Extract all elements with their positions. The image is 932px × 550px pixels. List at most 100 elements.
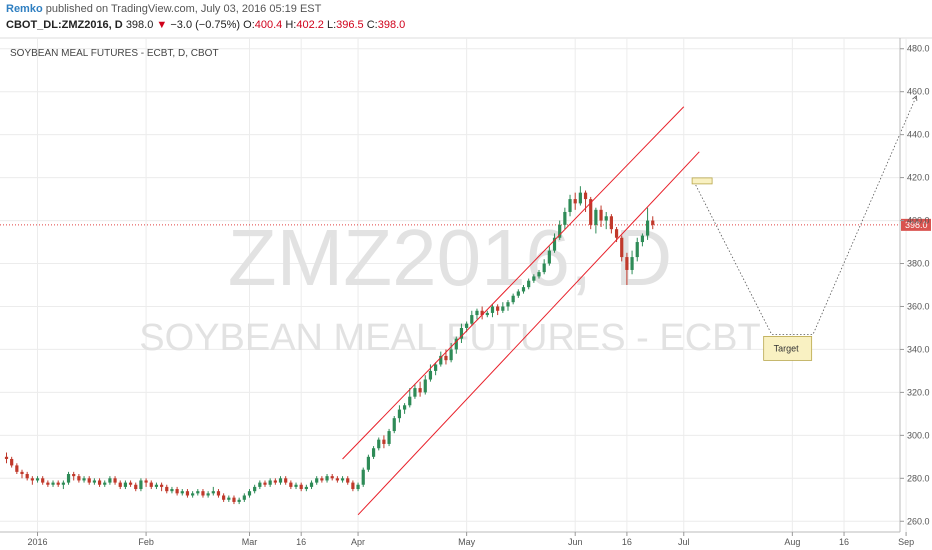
candle-body [568,199,572,212]
published-text: published on TradingView.com, July 03, 2… [45,3,322,15]
y-tick-label: 300.0 [907,430,930,440]
candle-body [201,491,205,496]
candle-body [77,476,81,481]
candle-body [253,486,257,492]
last-price: 398.0 [125,19,154,31]
author-link[interactable]: Remko [6,3,43,15]
candle-body [289,482,293,487]
candle-body [387,431,391,444]
candle-body [294,484,298,487]
candle-body [309,482,314,487]
candle-body [516,291,520,296]
chart-header: Remko published on TradingView.com, July… [0,0,932,36]
candle-body [237,499,241,502]
candle-body [454,338,458,350]
candle-body [185,491,190,496]
candle-body [304,486,308,490]
y-tick-label: 380.0 [907,259,930,269]
channel-lower-line [357,151,700,516]
candle-body [599,209,603,221]
candle-body [480,310,484,316]
candle-body [371,448,376,457]
projection-path [693,95,917,335]
candle-body [139,480,143,490]
candle-body [356,484,360,490]
candle-body [10,458,14,466]
price-axis[interactable]: 260.0 280.0 300.0 320.0 340.0 360.0 380.0 400.0… [899,38,930,532]
candle-body [118,482,122,487]
candle-body [211,491,215,494]
candle-body [604,216,608,221]
candle-body [645,220,650,236]
candle-body [397,409,402,419]
low-value: 396.5 [336,19,364,31]
price-change: −3.0 (−0.75%) [170,19,241,31]
candle-body [465,323,469,328]
open-label: O: [243,19,255,31]
candle-body [242,495,246,500]
candle-body [103,482,107,485]
target-label: Target [774,343,800,353]
candle-body [459,327,464,339]
candle-body [206,493,210,496]
candle-body [413,388,417,397]
x-tick-label: 16 [296,537,306,547]
x-tick-label: Jul [678,537,690,547]
candle-body [325,476,329,481]
x-tick-label: May [458,537,476,547]
candle-body [25,474,29,479]
candle-body [382,439,386,444]
candle-body [506,302,510,307]
y-tick-label: 280.0 [907,473,930,483]
candle-body [113,478,117,483]
y-tick-label: 260.0 [907,516,930,526]
candle-body [299,484,303,490]
x-tick-label: 16 [622,537,632,547]
candle-body [552,237,557,251]
candle-body [434,364,438,371]
candle-body [558,224,562,238]
drawings: Target [342,95,918,516]
candle-body [408,396,412,406]
candle-body [402,405,407,410]
symbol-label[interactable]: CBOT_DL:ZMZ2016, D [6,19,123,31]
channel-upper-line [342,106,685,460]
candle-body [227,497,231,500]
time-axis[interactable]: 2016 Feb Mar 16 Apr May Jun 16 Jul Aug 16 Sep [0,531,914,547]
candle-body [128,482,133,485]
candle-body [614,229,619,238]
candle-body [485,312,489,316]
candle-body [273,480,277,483]
candle-body [366,456,370,470]
candle-body [278,478,283,483]
candle-body [61,482,65,485]
candle-body [609,216,613,230]
candle-body [165,486,169,492]
candle-body [123,482,128,487]
price-label-bg [901,218,931,231]
candle-body [625,257,629,270]
candle-body [583,192,588,200]
candles [4,186,655,505]
candle-body [35,478,40,481]
candle-body [72,474,76,477]
candle-body [51,482,55,485]
price-label: 398.0 [905,220,928,230]
candle-body [496,306,500,311]
chart-title: SOYBEAN MEAL FUTURES - ECBT, D, CBOT [10,48,219,59]
target-box [763,335,813,361]
candle-body [428,370,433,380]
grid-lines [0,37,932,532]
ohlc-legend: CBOT_DL:ZMZ2016, D 398.0 ▼ −3.0 (−0.75%)… [6,19,405,31]
candle-body [4,456,9,459]
candle-body [563,211,567,225]
x-tick-label: Jun [568,537,583,547]
y-tick-label: 400.0 [907,216,930,226]
x-tick-label: 16 [839,537,849,547]
candle-body [20,471,24,475]
candle-body [30,478,34,481]
candle-body [160,484,164,487]
candle-body [511,295,515,303]
low-label: L: [326,19,337,31]
